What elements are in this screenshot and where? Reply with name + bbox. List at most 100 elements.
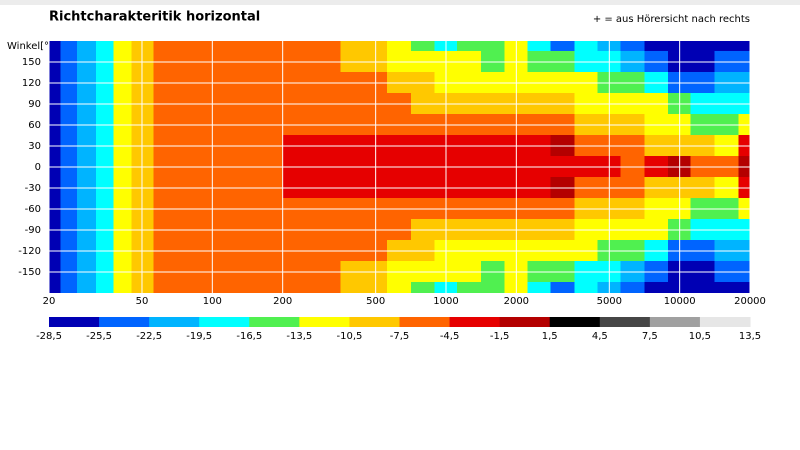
y-tick-label: 120 <box>22 78 41 89</box>
heat-cell <box>235 41 283 52</box>
colorbar-segment <box>349 317 400 327</box>
heat-cell <box>620 282 646 293</box>
heat-cell <box>690 41 716 52</box>
heat-cell <box>574 41 599 52</box>
x-tick-label: 200 <box>273 296 292 307</box>
y-tick-label: 0 <box>35 162 41 173</box>
heat-cell <box>95 282 115 293</box>
heat-cell <box>690 282 716 293</box>
x-tick-label: 500 <box>366 296 385 307</box>
heat-cell <box>738 41 750 52</box>
colorbar-segment <box>599 317 651 327</box>
heat-cell <box>76 282 97 293</box>
y-tick-label: 150 <box>22 57 41 68</box>
heat-cell <box>49 282 62 293</box>
annotation: + = aus Hörersicht nach rechts <box>593 14 750 25</box>
colorbar-tick-label: -16,5 <box>236 331 262 342</box>
y-tick-label: -120 <box>18 246 41 257</box>
colorbar-segment <box>649 317 701 327</box>
heat-cell <box>316 41 342 52</box>
colorbar-tick-label: -25,5 <box>86 331 112 342</box>
colorbar-segment <box>49 317 100 327</box>
x-tick-label: 20 <box>43 296 56 307</box>
heat-cell <box>714 282 739 293</box>
heat-cell <box>527 41 552 52</box>
colorbar-tick-label: -7,5 <box>390 331 410 342</box>
y-tick-label: -60 <box>25 204 41 215</box>
colorbar-segment <box>549 317 601 327</box>
colorbar-tick-label: -13,5 <box>286 331 312 342</box>
x-tick-label: 50 <box>136 296 149 307</box>
x-tick-label: 5000 <box>597 296 622 307</box>
heat-cell <box>340 282 365 293</box>
heat-cell <box>95 41 115 52</box>
x-tick-label: 20000 <box>734 296 766 307</box>
heat-cell <box>738 282 750 293</box>
colorbar-tick-label: 10,5 <box>689 331 711 342</box>
heat-cell <box>316 282 342 293</box>
colorbar-segment <box>249 317 300 327</box>
heat-cell <box>387 41 412 52</box>
x-tick-label: 1000 <box>433 296 458 307</box>
colorbar-tick-label: 4,5 <box>592 331 608 342</box>
heat-cell <box>644 282 669 293</box>
colorbar-tick-label: -28,5 <box>36 331 62 342</box>
heat-cell <box>153 282 190 293</box>
heat-cell <box>60 41 78 52</box>
colorbar-segment <box>499 317 551 327</box>
axes: 150 120 90 60 30 0 -30 -60 -90 -120 -150 20 50 100 200… <box>18 41 766 342</box>
heat-cell <box>49 41 62 52</box>
heat-cell <box>131 282 155 293</box>
x-tick-label: 2000 <box>504 296 529 307</box>
heat-cell <box>714 41 739 52</box>
heat-cell <box>76 41 97 52</box>
heat-cell <box>235 282 283 293</box>
heat-cell <box>480 41 506 52</box>
colorbar-tick-label: -4,5 <box>440 331 460 342</box>
y-tick-label: -30 <box>25 183 41 194</box>
heat-cell <box>527 282 552 293</box>
heat-cell <box>574 282 599 293</box>
colorbar-tick-label: 7,5 <box>642 331 658 342</box>
colorbar-segment <box>199 317 250 327</box>
y-tick-label: 30 <box>28 141 41 152</box>
heat-cell <box>550 41 575 52</box>
colorbar-tick-label: -10,5 <box>336 331 362 342</box>
y-tick-label: -90 <box>25 225 41 236</box>
top-strip <box>0 0 800 5</box>
heat-cell <box>550 282 575 293</box>
heat-cell <box>387 282 412 293</box>
heat-cell <box>282 41 318 52</box>
x-tick-label: 10000 <box>664 296 696 307</box>
chart-title: Richtcharakteritik horizontal <box>49 10 260 25</box>
colorbar-tick-label: -19,5 <box>186 331 212 342</box>
heat-cell <box>620 41 646 52</box>
heat-cell <box>113 41 133 52</box>
colorbar-segment <box>399 317 451 327</box>
heat-cell <box>457 282 482 293</box>
colorbar-segment <box>699 317 751 327</box>
heat-cell <box>60 282 78 293</box>
heat-cell <box>131 41 155 52</box>
heat-cell <box>113 282 133 293</box>
y-axis-label: Winkel[°] <box>7 41 53 52</box>
colorbar-segment <box>449 317 501 327</box>
heat-cell <box>457 41 482 52</box>
x-tick-label: 100 <box>203 296 222 307</box>
colorbar-segment <box>99 317 150 327</box>
heat-cell <box>282 282 318 293</box>
colorbar-tick-label: -1,5 <box>490 331 510 342</box>
y-tick-label: -150 <box>18 267 41 278</box>
heat-cell <box>480 282 506 293</box>
colorbar-segment <box>299 317 350 327</box>
heat-cell <box>410 282 435 293</box>
colorbar-tick-label: 13,5 <box>739 331 761 342</box>
y-tick-label: 60 <box>28 120 41 131</box>
y-tick-label: 90 <box>28 99 41 110</box>
heat-cell <box>410 41 435 52</box>
heat-cell <box>153 41 190 52</box>
colorbar-tick-label: 1,5 <box>542 331 558 342</box>
colorbar-segment <box>149 317 200 327</box>
